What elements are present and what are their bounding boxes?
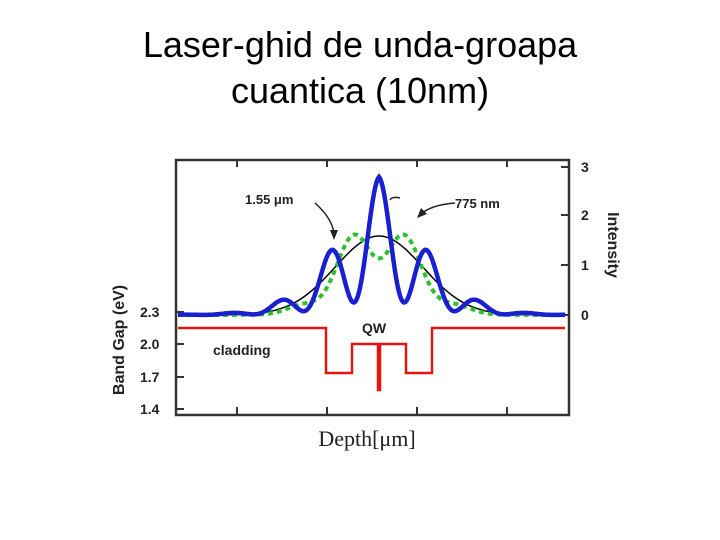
x-axis-ticks <box>236 160 508 415</box>
label-cladding: cladding <box>213 342 271 358</box>
right-axis-title: Intensity <box>604 212 621 278</box>
left-tick-2-0: 2.0 <box>140 336 160 352</box>
plot-frame <box>174 158 571 417</box>
title-line-1: Laser-ghid de unda-groapa <box>142 24 578 65</box>
leader-775-secondary <box>389 196 401 201</box>
label-qw: QW <box>362 320 387 336</box>
band-gap-profile <box>178 326 565 392</box>
slide-title: Laser-ghid de unda-groapa cuantica (10nm… <box>0 22 720 114</box>
mode-775nm-curve <box>178 232 565 317</box>
left-tick-1-4: 1.4 <box>140 401 160 417</box>
label-775nm: 775 nm <box>455 196 500 211</box>
label-1550nm: 1.55 μm <box>245 192 293 207</box>
right-tick-1: 1 <box>581 257 589 273</box>
x-axis-title: Depth[μm] <box>318 426 415 451</box>
left-axis-title: Band Gap (eV) <box>111 285 128 395</box>
left-tick-1-7: 1.7 <box>140 369 160 385</box>
envelope-curve <box>178 235 565 316</box>
arrowhead-775 <box>417 208 427 218</box>
right-tick-2: 2 <box>581 207 589 223</box>
right-tick-3: 3 <box>581 159 589 175</box>
right-tick-0: 0 <box>581 307 589 323</box>
title-line-2: cuantica (10nm) <box>230 70 490 111</box>
arrowhead-1550 <box>330 230 338 240</box>
left-axis-ticks <box>176 311 184 410</box>
left-tick-2-3: 2.3 <box>140 304 160 320</box>
mode-1550nm-curve <box>178 173 565 318</box>
